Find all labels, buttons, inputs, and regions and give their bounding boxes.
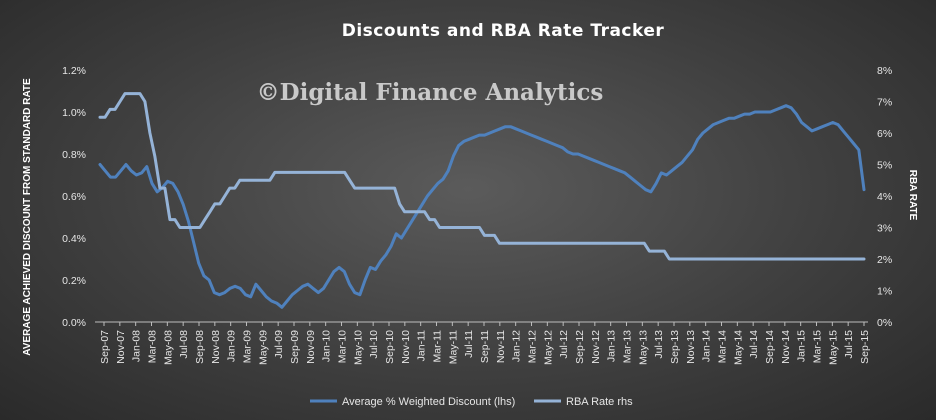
x-tick-label: Jan-14	[701, 330, 713, 362]
x-tick-label: Nov-10	[400, 330, 412, 364]
x-tick-label: Nov-08	[210, 330, 222, 364]
right-tick-label: 6%	[877, 128, 892, 140]
right-tick-label: 0%	[877, 317, 892, 329]
left-axis-title: AVERAGE ACHIEVED DISCOUNT FROM STANDARD …	[22, 78, 33, 356]
left-tick-label: 0.0%	[62, 317, 86, 329]
right-axis-ticks: 0% 1% 2% 3% 4% 5% 6% 7% 8%	[877, 65, 892, 329]
right-tick-label: 5%	[877, 160, 892, 172]
x-tick-label: Jul-14	[748, 330, 760, 359]
rba-rate-series-line	[98, 92, 866, 261]
x-tick-label: Sep-14	[764, 330, 776, 364]
x-tick-label: Jan-09	[226, 330, 238, 362]
discount-series-line	[98, 104, 866, 309]
left-tick-label: 1.2%	[62, 65, 86, 77]
x-tick-label: May-09	[257, 330, 269, 365]
x-tick-label: Mar-12	[527, 330, 539, 363]
x-tick-label: Jan-15	[796, 330, 808, 362]
x-tick-label: Nov-07	[115, 330, 127, 364]
right-tick-label: 2%	[877, 254, 892, 266]
copyright-watermark: ©Digital Finance Analytics	[257, 79, 604, 106]
x-tick-label: Jan-08	[131, 330, 143, 362]
x-tick-label: Jul-15	[843, 330, 855, 359]
legend-label-rba: RBA Rate rhs	[566, 396, 633, 408]
x-tick-label: Mar-15	[812, 330, 824, 363]
x-tick-label: Mar-10	[337, 330, 349, 363]
legend-label-discount: Average % Weighted Discount (lhs)	[342, 396, 515, 408]
x-tick-label: Nov-13	[685, 330, 697, 364]
series-layer	[98, 92, 866, 309]
x-tick-label: Nov-11	[495, 330, 507, 363]
x-tick-label: Mar-11	[432, 330, 444, 363]
left-tick-label: 1.0%	[62, 107, 86, 119]
x-tick-label: Jul-13	[653, 330, 665, 359]
right-axis-title: RBA RATE	[907, 170, 918, 221]
x-tick-label: Jul-10	[368, 330, 380, 359]
x-tick-label: May-12	[542, 330, 554, 365]
x-tick-label: Sep-15	[859, 330, 871, 364]
left-tick-label: 0.4%	[62, 233, 86, 245]
x-tick-label: Mar-09	[242, 330, 254, 363]
left-tick-label: 0.8%	[62, 149, 86, 161]
right-tick-label: 8%	[877, 65, 892, 77]
x-tick-label: Jan-12	[511, 330, 523, 362]
x-tick-label: Jan-10	[321, 330, 333, 362]
chart-title: Discounts and RBA Rate Tracker	[342, 21, 665, 41]
x-tick-label: Jul-08	[178, 330, 190, 359]
x-tick-label: Jul-09	[273, 330, 285, 359]
x-axis-ticks: Sep-07 Nov-07 Jan-08 Mar-08 May-08 Jul-08 Sep-…	[99, 322, 871, 365]
x-tick-label: May-15	[827, 330, 839, 365]
left-axis-ticks: 0.0% 0.2% 0.4% 0.6% 0.8% 1.0% 1.2%	[62, 65, 86, 329]
x-tick-label: May-11	[447, 330, 459, 364]
left-tick-label: 0.6%	[62, 191, 86, 203]
right-tick-label: 3%	[877, 223, 892, 235]
x-tick-label: May-08	[162, 330, 174, 365]
x-tick-label: Nov-09	[305, 330, 317, 364]
x-tick-label: Jan-11	[416, 330, 428, 361]
x-tick-label: Jan-13	[606, 330, 618, 362]
x-tick-label: Sep-10	[384, 330, 396, 364]
x-tick-label: Nov-14	[780, 330, 792, 364]
x-tick-label: Jul-12	[558, 330, 570, 359]
x-tick-label: Mar-14	[717, 330, 729, 363]
right-tick-label: 7%	[877, 97, 892, 109]
x-tick-label: Sep-07	[99, 330, 111, 364]
x-tick-label: Sep-13	[669, 330, 681, 364]
x-tick-label: May-13	[637, 330, 649, 365]
x-tick-label: Sep-09	[289, 330, 301, 364]
x-tick-label: Nov-12	[590, 330, 602, 364]
left-tick-label: 0.2%	[62, 275, 86, 287]
x-tick-label: Sep-08	[194, 330, 206, 364]
x-tick-label: Jul-11	[463, 330, 475, 358]
legend: Average % Weighted Discount (lhs) RBA Ra…	[310, 396, 633, 408]
right-tick-label: 1%	[877, 286, 892, 298]
x-tick-label: May-14	[732, 330, 744, 365]
x-tick-label: May-10	[352, 330, 364, 365]
x-tick-label: Sep-11	[479, 330, 491, 363]
x-tick-label: Mar-08	[147, 330, 159, 363]
x-tick-label: Sep-12	[574, 330, 586, 364]
x-tick-label: Mar-13	[622, 330, 634, 363]
right-tick-label: 4%	[877, 191, 892, 203]
